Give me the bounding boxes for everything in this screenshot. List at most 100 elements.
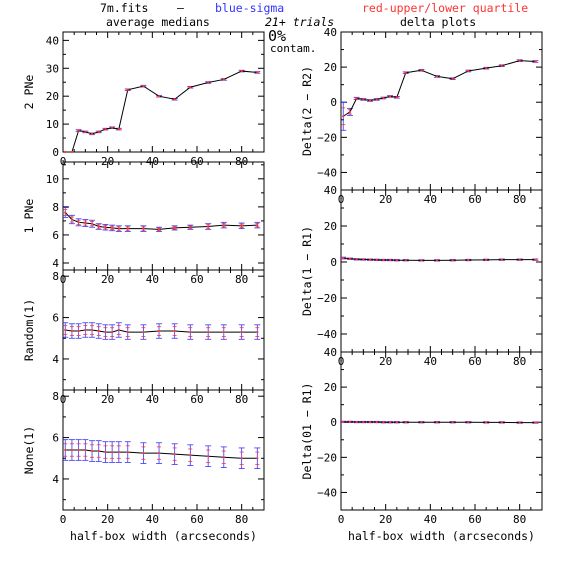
data-point [395, 421, 398, 424]
data-point [189, 226, 192, 229]
data-point [97, 329, 100, 333]
plot-frame [340, 189, 543, 353]
x-axis-label: half-box width (arcseconds) [348, 529, 535, 543]
data-point [173, 98, 176, 101]
data-point [117, 128, 120, 131]
y-tick-label: 8 [52, 270, 59, 283]
x-tick-label: 40 [146, 273, 159, 286]
data-point [395, 96, 398, 99]
y-tick-label: −20 [317, 451, 337, 464]
contamination-label: contam. [270, 42, 316, 55]
header-dash: – [177, 1, 184, 15]
x-tick-label: 20 [379, 513, 392, 526]
data-point [368, 258, 372, 261]
data-point [189, 86, 192, 89]
y-tick-label: 6 [52, 432, 59, 445]
data-point [389, 258, 392, 262]
data-point [126, 227, 129, 230]
data-point [142, 85, 145, 88]
data-point [404, 421, 407, 424]
data-point [142, 452, 145, 455]
data-point [534, 421, 537, 424]
x-axis-label: half-box width (arcseconds) [70, 529, 257, 543]
y-tick-label: −40 [317, 328, 337, 341]
data-point [70, 448, 74, 452]
data-point [534, 258, 537, 261]
y-tick-label: 0 [330, 96, 337, 109]
y-axis-label: Delta(2 − R2) [300, 66, 314, 156]
data-point [222, 224, 225, 227]
data-point [467, 69, 470, 73]
data-point [84, 448, 87, 452]
data-point [518, 258, 521, 261]
x-tick-label: 40 [424, 513, 437, 526]
blue-sigma-legend: blue-sigma [215, 1, 284, 15]
file-name: 7m.fits [100, 1, 148, 15]
data-point [77, 129, 80, 132]
data-point [97, 225, 100, 228]
median-line [64, 212, 258, 230]
x-tick-label: 0 [338, 513, 345, 526]
data-point [348, 110, 352, 113]
data-point [485, 258, 488, 261]
y-tick-label: 10 [46, 173, 59, 186]
data-point [90, 222, 94, 225]
data-point [500, 421, 503, 424]
x-tick-label: 0 [60, 513, 67, 526]
median-line [65, 329, 258, 333]
data-point [500, 64, 503, 67]
data-point [404, 71, 407, 74]
data-point [222, 330, 225, 334]
y-axis-label: 2 PNe [22, 75, 36, 110]
data-point [240, 224, 243, 227]
y-tick-label: 0 [330, 256, 337, 269]
data-point [207, 81, 210, 84]
data-point [64, 328, 67, 332]
data-point [382, 421, 385, 424]
data-point [342, 115, 345, 118]
y-tick-label: 20 [324, 381, 337, 394]
data-point [173, 453, 176, 456]
data-point [420, 69, 423, 72]
data-point [389, 421, 392, 424]
x-tick-label: 60 [190, 513, 203, 526]
data-point [77, 221, 80, 224]
data-point [500, 258, 503, 261]
data-point [362, 98, 365, 101]
data-point [84, 328, 87, 332]
data-point [348, 420, 352, 423]
y-tick-label: −40 [317, 486, 337, 499]
data-point [435, 75, 439, 78]
plot-frame [340, 351, 543, 511]
x-tick-label: 60 [468, 355, 481, 368]
data-point [534, 60, 537, 63]
data-point [117, 328, 120, 332]
data-point [368, 99, 372, 102]
data-point [64, 448, 67, 452]
y-tick-label: 10 [46, 118, 59, 131]
right-column-title: delta plots [400, 15, 476, 29]
x-tick-label: 20 [379, 355, 392, 368]
data-point [90, 132, 94, 135]
data-point [117, 227, 120, 230]
data-point [485, 421, 488, 424]
data-point [77, 448, 80, 452]
data-point [104, 128, 107, 131]
data-point [142, 227, 145, 230]
x-tick-label: 60 [468, 513, 481, 526]
panel-none1: 0 20 40 60 80 4 6 8 None(1) half-box width (arcse… [22, 389, 265, 543]
y-tick-label: 4 [52, 257, 59, 270]
data-point [348, 257, 352, 260]
trials-label: 21+ trials [265, 15, 334, 29]
data-point [70, 218, 74, 221]
data-point [451, 421, 454, 424]
data-point [111, 450, 114, 454]
data-point [375, 258, 378, 261]
y-axis-label: 1 PNe [22, 199, 36, 234]
x-tick-label: 80 [235, 513, 248, 526]
data-point [126, 88, 129, 91]
